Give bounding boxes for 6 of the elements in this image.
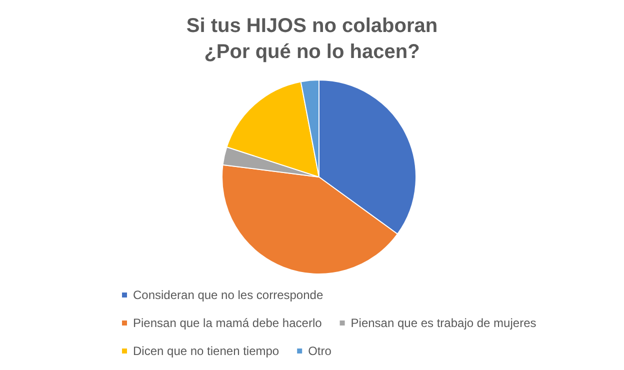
chart-title: Si tus HIJOS no colaboran ¿Por qué no lo hacen? — [186, 15, 438, 63]
legend-label: Dicen que no tienen tiempo — [133, 344, 280, 358]
legend-label: Piensan que la mamá debe hacerlo — [133, 316, 322, 330]
legend-label: Piensan que es trabajo de mujeres — [350, 316, 536, 330]
legend-label: Otro — [308, 344, 332, 358]
legend-label: Consideran que no les corresponde — [133, 288, 324, 302]
